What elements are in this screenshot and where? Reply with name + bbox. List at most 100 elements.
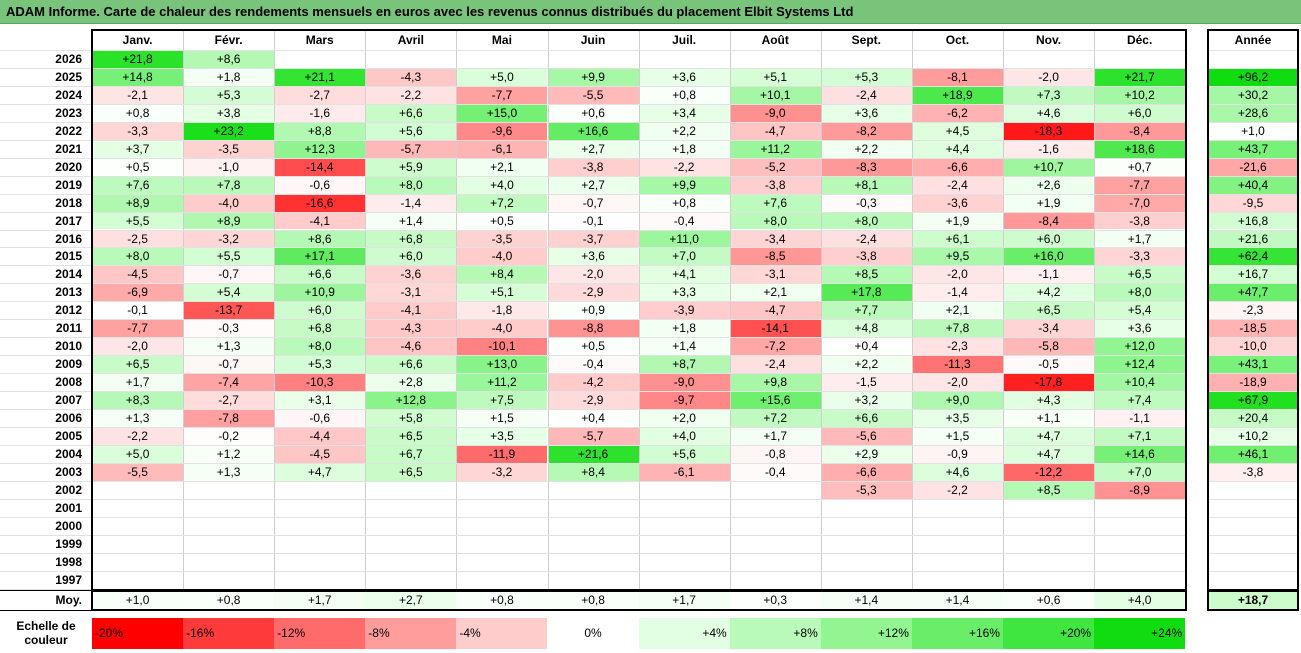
heat-cell: +11,0: [638, 229, 730, 248]
heat-cell: +4,0: [456, 175, 548, 194]
heat-cell: +1,7: [92, 373, 184, 392]
heat-cell: -2,0: [911, 373, 1003, 392]
heat-cell: -5,8: [1003, 337, 1095, 356]
color-scale-swatch: +16%: [911, 618, 1003, 649]
heat-cell: +8,5: [820, 265, 912, 284]
heat-cell: -2,0: [1003, 67, 1095, 86]
heat-cell: +4,1: [638, 265, 730, 284]
heat-cell: -2,9: [547, 391, 639, 409]
heat-cell: -2,7: [183, 391, 275, 409]
heat-cell: +10,1: [729, 85, 821, 104]
heat-cell: -11,9: [456, 444, 548, 463]
year-label: 2021: [55, 141, 82, 156]
heat-cell: [547, 50, 639, 68]
color-scale-swatch: +20%: [1003, 618, 1095, 649]
heat-cell: +2,1: [456, 157, 548, 176]
heat-cell: [911, 552, 1003, 571]
heat-cell: -14,4: [274, 157, 366, 176]
year-label: 2023: [55, 105, 82, 120]
year-label: 2008: [55, 375, 82, 390]
heat-cell: -7,7: [456, 85, 548, 104]
year-total-cell: -10,0: [1208, 337, 1298, 356]
average-cell: +0,8: [183, 591, 275, 610]
heat-cell: +6,5: [365, 426, 457, 445]
heat-cell: +6,8: [274, 319, 366, 338]
grid-line: [0, 157, 1186, 159]
heat-cell: [183, 552, 275, 571]
heat-cell: +2,8: [365, 373, 457, 392]
heat-cell: +7,0: [1094, 462, 1186, 481]
heat-cell: +0,8: [92, 103, 184, 122]
heat-cell: +12,8: [365, 391, 457, 409]
heat-cell: +7,3: [1003, 85, 1095, 104]
heat-cell: +3,8: [183, 103, 275, 122]
year-label: 2011: [55, 321, 82, 336]
grid-line: [1208, 355, 1298, 357]
heat-cell: [911, 534, 1003, 553]
heat-cell: +5,4: [183, 283, 275, 302]
grid-line: [1208, 265, 1298, 267]
heat-cell: +9,5: [911, 247, 1003, 266]
heat-cell: -18,3: [1003, 121, 1095, 140]
heat-cell: -6,9: [92, 283, 184, 302]
heat-cell: +6,1: [911, 229, 1003, 248]
heat-cell: -7,2: [729, 337, 821, 356]
heat-cell: +6,5: [365, 462, 457, 481]
year-total-cell: +30,2: [1208, 85, 1298, 104]
year-total-cell: +1,0: [1208, 121, 1298, 140]
heat-cell: [1094, 534, 1186, 553]
year-total-cell: +67,9: [1208, 391, 1298, 409]
heat-cell: [365, 498, 457, 517]
heat-cell: +10,2: [1094, 85, 1186, 104]
grid-line: [1208, 301, 1298, 303]
grid-line: [0, 319, 1186, 321]
grid-line: [183, 31, 185, 591]
heat-cell: -4,7: [729, 301, 821, 320]
heat-cell: [820, 50, 912, 68]
heat-cell: [1003, 552, 1095, 571]
heat-cell: +3,3: [638, 283, 730, 302]
year-label: 2012: [55, 303, 82, 318]
heat-cell: [820, 516, 912, 535]
year-label: 2005: [55, 428, 82, 443]
average-cell: +1,7: [274, 591, 366, 610]
heat-cell: [183, 498, 275, 517]
grid-line: [0, 409, 1186, 410]
grid-line: [1208, 211, 1298, 213]
heat-cell: [274, 498, 366, 517]
heat-cell: +5,4: [1094, 301, 1186, 320]
grid-line: [0, 283, 1186, 285]
heat-cell: [456, 552, 548, 571]
month-header: Févr.: [214, 33, 243, 47]
heat-cell: +3,5: [911, 409, 1003, 427]
heat-cell: -1,4: [911, 283, 1003, 302]
heat-cell: [365, 480, 457, 499]
heat-cell: +8,7: [638, 355, 730, 374]
year-label: 2007: [55, 393, 82, 408]
heat-cell: +7,6: [92, 175, 184, 194]
heat-cell: -9,0: [638, 373, 730, 392]
heat-cell: -17,8: [1003, 373, 1095, 392]
heat-cell: [1094, 498, 1186, 517]
heat-cell: +9,9: [547, 67, 639, 86]
heat-cell: [820, 534, 912, 553]
grid-line: [638, 31, 640, 591]
heat-cell: -12,2: [1003, 462, 1095, 481]
heat-cell: -6,6: [911, 157, 1003, 176]
heat-cell: [729, 498, 821, 517]
year-total-cell: +96,2: [1208, 67, 1298, 86]
heat-cell: [911, 50, 1003, 68]
heat-cell: -3,9: [638, 301, 730, 320]
heat-cell: +0,4: [820, 337, 912, 356]
heat-cell: -1,5: [820, 373, 912, 392]
heat-cell: +1,9: [911, 211, 1003, 230]
heat-cell: +3,6: [1094, 319, 1186, 338]
grid-line: [0, 534, 1186, 536]
heat-cell: -5,2: [729, 157, 821, 176]
heat-cell: -0,3: [183, 319, 275, 338]
heat-cell: -2,0: [911, 265, 1003, 284]
heat-cell: +5,3: [183, 85, 275, 104]
heat-cell: +4,7: [1003, 426, 1095, 445]
heat-cell: -5,7: [365, 139, 457, 158]
heat-cell: +2,2: [820, 355, 912, 374]
